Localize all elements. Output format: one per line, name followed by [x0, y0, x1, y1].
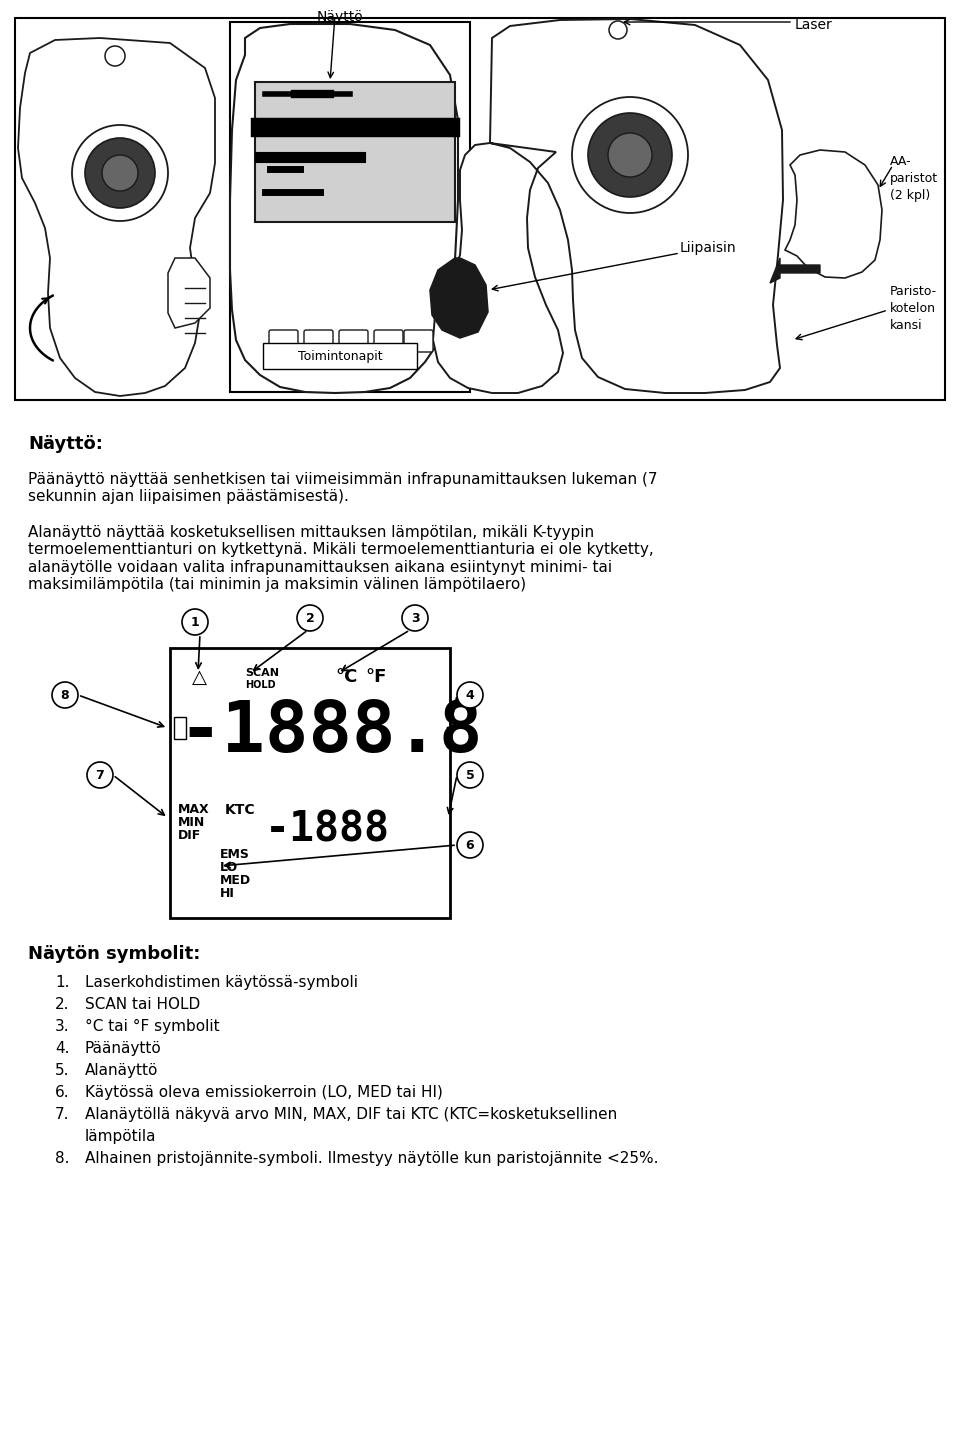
Text: Laserkohdistimen käytössä-symboli: Laserkohdistimen käytössä-symboli: [85, 974, 358, 990]
Text: °C tai °F symbolit: °C tai °F symbolit: [85, 1019, 220, 1034]
Polygon shape: [430, 258, 488, 338]
FancyBboxPatch shape: [304, 331, 333, 352]
FancyBboxPatch shape: [255, 83, 455, 222]
Text: Näytön symbolit:: Näytön symbolit:: [28, 945, 201, 963]
FancyBboxPatch shape: [374, 331, 403, 352]
Text: LO: LO: [220, 861, 238, 874]
Text: HI: HI: [220, 887, 235, 900]
Text: Käytössä oleva emissiokerroin (LO, MED tai HI): Käytössä oleva emissiokerroin (LO, MED t…: [85, 1085, 443, 1101]
Circle shape: [297, 605, 323, 631]
Text: 1.: 1.: [55, 974, 69, 990]
Text: 4: 4: [466, 689, 474, 702]
Text: -1888: -1888: [265, 808, 390, 850]
Text: 6.: 6.: [55, 1085, 70, 1101]
Text: lämpötila: lämpötila: [85, 1130, 156, 1144]
Text: Paristo-
kotelon
kansi: Paristo- kotelon kansi: [890, 286, 937, 332]
Circle shape: [457, 682, 483, 708]
Text: DIF: DIF: [178, 829, 202, 842]
Text: Näyttö:: Näyttö:: [28, 435, 103, 452]
Circle shape: [85, 138, 155, 207]
Text: 6: 6: [466, 838, 474, 851]
Text: Näyttö: Näyttö: [317, 10, 364, 25]
FancyBboxPatch shape: [404, 331, 433, 352]
Text: Päänäyttö: Päänäyttö: [85, 1041, 161, 1056]
Text: Liipaisin: Liipaisin: [680, 241, 736, 255]
Text: 4.: 4.: [55, 1041, 69, 1056]
Text: 1: 1: [191, 615, 200, 628]
Circle shape: [457, 763, 483, 787]
Text: MED: MED: [220, 874, 252, 887]
FancyBboxPatch shape: [230, 22, 470, 392]
Text: △: △: [192, 668, 207, 687]
FancyBboxPatch shape: [174, 716, 186, 740]
Circle shape: [588, 113, 672, 197]
Circle shape: [52, 682, 78, 708]
Circle shape: [402, 605, 428, 631]
FancyBboxPatch shape: [269, 331, 298, 352]
Circle shape: [609, 20, 627, 39]
Text: MIN: MIN: [178, 816, 205, 829]
FancyBboxPatch shape: [15, 17, 945, 400]
Text: 3: 3: [411, 612, 420, 625]
Text: Alhainen pristojännite-symboli. Ilmestyy näytölle kun paristojännite <25%.: Alhainen pristojännite-symboli. Ilmestyy…: [85, 1151, 659, 1166]
Circle shape: [72, 125, 168, 220]
Circle shape: [102, 155, 138, 191]
Text: Toimintonapit: Toimintonapit: [298, 349, 382, 362]
Polygon shape: [168, 258, 210, 328]
Polygon shape: [230, 25, 458, 393]
Text: 7.: 7.: [55, 1106, 69, 1122]
FancyBboxPatch shape: [170, 648, 450, 918]
Polygon shape: [18, 38, 215, 396]
Circle shape: [182, 609, 208, 635]
Text: MAX: MAX: [178, 803, 209, 816]
Circle shape: [457, 832, 483, 858]
Polygon shape: [433, 19, 783, 393]
Text: AA-
paristot
(2 kpl): AA- paristot (2 kpl): [890, 155, 938, 202]
Text: °C: °C: [335, 668, 357, 686]
Circle shape: [608, 133, 652, 177]
Text: HOLD: HOLD: [245, 680, 276, 690]
Circle shape: [105, 46, 125, 67]
Text: 8: 8: [60, 689, 69, 702]
FancyBboxPatch shape: [339, 331, 368, 352]
Text: Laser: Laser: [795, 17, 832, 32]
Text: °F: °F: [365, 668, 386, 686]
Polygon shape: [785, 149, 882, 278]
Text: 8.: 8.: [55, 1151, 69, 1166]
Text: 5: 5: [466, 768, 474, 782]
Text: Alanäyttö: Alanäyttö: [85, 1063, 158, 1077]
Circle shape: [572, 97, 688, 213]
Text: 5.: 5.: [55, 1063, 69, 1077]
Text: Alanäyttö näyttää kosketuksellisen mittauksen lämpötilan, mikäli K-tyypin
termoe: Alanäyttö näyttää kosketuksellisen mitta…: [28, 525, 654, 592]
FancyBboxPatch shape: [263, 344, 417, 368]
Text: 2.: 2.: [55, 998, 69, 1012]
Text: 2: 2: [305, 612, 314, 625]
Text: EMS: EMS: [220, 848, 250, 861]
Text: SCAN tai HOLD: SCAN tai HOLD: [85, 998, 201, 1012]
Circle shape: [87, 763, 113, 787]
Text: -1888.8: -1888.8: [178, 697, 483, 767]
Polygon shape: [770, 258, 820, 283]
Text: SCAN: SCAN: [245, 668, 279, 679]
Text: 7: 7: [96, 768, 105, 782]
Text: KTC: KTC: [225, 803, 255, 816]
Text: 3.: 3.: [55, 1019, 70, 1034]
Text: Päänäyttö näyttää senhetkisen tai viimeisimmän infrapunamittauksen lukeman (7
se: Päänäyttö näyttää senhetkisen tai viimei…: [28, 473, 658, 505]
Text: Alanäytöllä näkyvä arvo MIN, MAX, DIF tai KTC (KTC=kosketuksellinen: Alanäytöllä näkyvä arvo MIN, MAX, DIF ta…: [85, 1106, 617, 1122]
